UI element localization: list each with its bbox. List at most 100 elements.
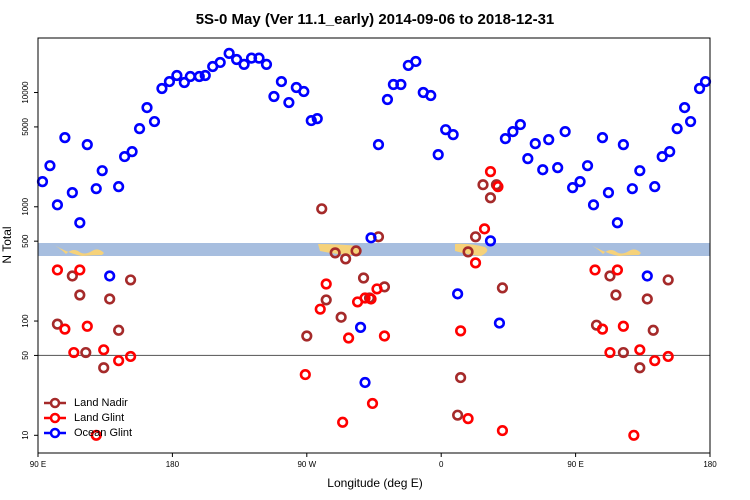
point bbox=[617, 320, 629, 332]
point bbox=[378, 330, 391, 342]
point bbox=[98, 344, 110, 356]
point bbox=[634, 165, 646, 177]
x-tick-label: 90 E bbox=[567, 460, 583, 469]
point bbox=[664, 146, 676, 158]
y-tick-label: 50 bbox=[21, 350, 30, 359]
point bbox=[74, 264, 86, 276]
point bbox=[90, 183, 102, 195]
point bbox=[316, 203, 328, 215]
point bbox=[649, 181, 661, 193]
point bbox=[596, 132, 609, 144]
point bbox=[477, 179, 489, 191]
point bbox=[432, 149, 444, 161]
point bbox=[604, 270, 616, 282]
point bbox=[452, 288, 464, 300]
point bbox=[611, 217, 624, 229]
ocean-band bbox=[38, 243, 710, 256]
point bbox=[522, 153, 534, 165]
legend-marker bbox=[49, 427, 61, 439]
point bbox=[301, 330, 313, 342]
legend-marker bbox=[49, 397, 61, 409]
point bbox=[299, 368, 311, 381]
point bbox=[484, 235, 497, 247]
point bbox=[253, 52, 265, 64]
point bbox=[275, 75, 288, 88]
point bbox=[126, 146, 138, 158]
point bbox=[329, 247, 341, 259]
point bbox=[447, 129, 459, 141]
point bbox=[359, 376, 371, 389]
point bbox=[537, 164, 549, 176]
point bbox=[66, 187, 78, 199]
point bbox=[395, 78, 407, 91]
point bbox=[354, 321, 367, 333]
point bbox=[311, 113, 323, 125]
point bbox=[51, 264, 64, 276]
point bbox=[662, 274, 674, 286]
point bbox=[343, 332, 355, 344]
point bbox=[193, 70, 205, 83]
point bbox=[366, 397, 379, 410]
point bbox=[199, 69, 211, 82]
point bbox=[298, 85, 310, 98]
point bbox=[124, 350, 137, 363]
point bbox=[320, 294, 332, 306]
land bbox=[589, 244, 641, 256]
point bbox=[350, 245, 362, 257]
point bbox=[314, 303, 326, 315]
point bbox=[113, 181, 125, 193]
point bbox=[567, 182, 579, 194]
point bbox=[59, 323, 71, 335]
point bbox=[365, 232, 377, 244]
point bbox=[44, 160, 56, 172]
point bbox=[656, 150, 668, 163]
point bbox=[574, 176, 586, 188]
point bbox=[96, 165, 108, 177]
point bbox=[119, 150, 131, 163]
x-tick-label: 180 bbox=[166, 460, 180, 469]
point bbox=[66, 270, 78, 282]
point bbox=[178, 76, 190, 89]
point bbox=[529, 138, 541, 150]
x-tick-label: 90 E bbox=[30, 460, 46, 469]
point bbox=[440, 124, 452, 136]
point bbox=[617, 346, 629, 359]
point bbox=[493, 317, 506, 329]
point bbox=[641, 270, 653, 282]
point bbox=[268, 90, 280, 103]
point bbox=[320, 278, 332, 290]
point bbox=[214, 56, 226, 69]
point bbox=[455, 371, 467, 384]
x-tick-label: 90 W bbox=[297, 460, 316, 469]
point bbox=[507, 125, 519, 138]
point bbox=[634, 362, 646, 374]
point bbox=[496, 282, 509, 294]
point bbox=[628, 429, 640, 441]
point bbox=[98, 362, 110, 374]
point bbox=[68, 346, 80, 359]
point bbox=[90, 429, 102, 441]
point bbox=[559, 125, 571, 138]
point bbox=[124, 274, 137, 286]
x-tick-label: 180 bbox=[703, 460, 717, 469]
point bbox=[163, 75, 176, 88]
y-tick-label: 10 bbox=[21, 430, 30, 439]
point bbox=[283, 96, 295, 109]
point bbox=[604, 346, 616, 359]
plot-frame bbox=[37, 37, 711, 454]
point bbox=[113, 355, 125, 367]
x-tick-label: 0 bbox=[439, 460, 444, 469]
point bbox=[381, 93, 394, 106]
point bbox=[359, 292, 371, 304]
land bbox=[52, 244, 104, 256]
y-tick-label: 5000 bbox=[21, 117, 30, 135]
legend-label: Ocean Glint bbox=[74, 427, 132, 439]
point bbox=[51, 199, 64, 211]
y-tick-label: 500 bbox=[21, 234, 30, 248]
point bbox=[617, 139, 629, 151]
point bbox=[634, 344, 646, 356]
point bbox=[113, 324, 125, 336]
x-axis-label: Longitude (deg E) bbox=[327, 476, 422, 490]
y-tick-label: 10000 bbox=[21, 81, 30, 104]
